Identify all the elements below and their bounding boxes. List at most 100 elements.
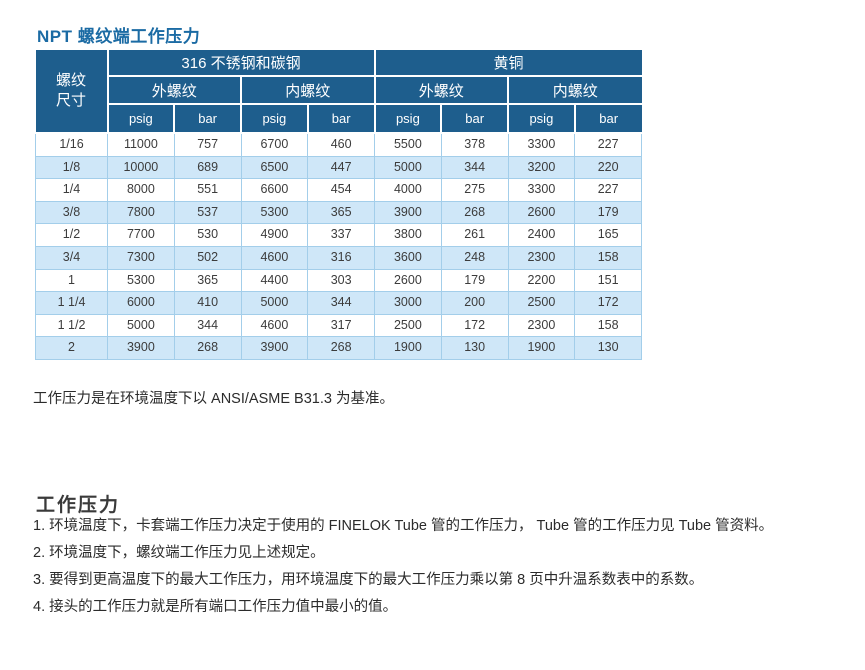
thread-size-cell: 1/2 [35, 223, 108, 247]
thread-size-cell: 2 [35, 336, 108, 360]
pressure-value-cell: 365 [173, 268, 242, 293]
pressure-value-cell: 4600 [240, 245, 309, 270]
thread-size-header: 螺纹 尺寸 [35, 50, 109, 134]
table-row: 1 5300 365 4400 303 2600 179 2200 151 [35, 268, 643, 293]
pressure-value-cell: 8000 [107, 178, 175, 202]
pressure-value-cell: 1900 [374, 336, 442, 360]
table-row: 1 1/2 5000 344 4600 317 2500 172 2300 158 [35, 313, 643, 338]
thread-size-header-line2: 尺寸 [55, 92, 86, 109]
unit-header: bar [173, 103, 242, 134]
pressure-value-cell: 5000 [107, 313, 175, 338]
pressure-value-cell: 10000 [107, 155, 175, 180]
table-row: 1/4 8000 551 6600 454 4000 275 3300 227 [35, 178, 643, 202]
working-pressure-heading: 工作压力 [36, 494, 121, 516]
pressure-value-cell: 689 [173, 155, 242, 180]
working-pressure-notes: 1. 环境温度下，卡套端工作压力决定于使用的 FINELOK Tube 管的工作… [33, 513, 773, 621]
table-row: 1/16 11000 757 6700 460 5500 378 3300 227 [35, 132, 643, 157]
pressure-value-cell: 378 [440, 132, 509, 157]
pressure-value-cell: 2500 [507, 291, 576, 315]
pressure-value-cell: 502 [173, 245, 242, 270]
pressure-value-cell: 410 [173, 291, 242, 315]
table-row: 1 1/4 6000 410 5000 344 3000 200 2500 172 [35, 291, 643, 315]
pressure-value-cell: 5300 [107, 268, 175, 293]
pressure-value-cell: 4900 [240, 223, 309, 247]
pressure-value-cell: 179 [440, 268, 509, 293]
pressure-value-cell: 261 [440, 223, 509, 247]
note-item-1: 1. 环境温度下，卡套端工作压力决定于使用的 FINELOK Tube 管的工作… [33, 518, 774, 534]
pressure-value-cell: 158 [574, 313, 643, 338]
pressure-value-cell: 447 [307, 155, 376, 180]
pressure-value-cell: 344 [440, 155, 509, 180]
pressure-value-cell: 248 [440, 245, 509, 270]
pressure-value-cell: 7700 [107, 223, 175, 247]
pressure-value-cell: 1900 [507, 336, 576, 360]
pressure-value-cell: 6500 [240, 155, 309, 180]
pressure-value-cell: 365 [307, 200, 376, 225]
thread-size-cell: 3/8 [35, 200, 108, 225]
pressure-value-cell: 2400 [507, 223, 576, 247]
pressure-value-cell: 3900 [107, 336, 175, 360]
pressure-value-cell: 5300 [240, 200, 309, 225]
pressure-value-cell: 3200 [507, 155, 576, 180]
pressure-value-cell: 179 [574, 200, 643, 225]
thread-type-header: 外螺纹 [107, 75, 242, 105]
pressure-value-cell: 200 [440, 291, 509, 315]
table-row: 1/8 10000 689 6500 447 5000 344 3200 220 [35, 155, 643, 180]
pressure-value-cell: 227 [574, 178, 643, 202]
pressure-value-cell: 757 [173, 132, 242, 157]
pressure-value-cell: 551 [173, 178, 242, 202]
pressure-value-cell: 151 [574, 268, 643, 293]
pressure-value-cell: 165 [574, 223, 643, 247]
pressure-value-cell: 172 [574, 291, 643, 315]
pressure-value-cell: 2600 [507, 200, 576, 225]
pressure-value-cell: 5500 [374, 132, 442, 157]
pressure-value-cell: 268 [307, 336, 376, 360]
pressure-value-cell: 6000 [107, 291, 175, 315]
pressure-value-cell: 268 [440, 200, 509, 225]
pressure-value-cell: 4600 [240, 313, 309, 338]
table-row: 3/4 7300 502 4600 316 3600 248 2300 158 [35, 245, 643, 270]
thread-size-cell: 1/4 [35, 178, 108, 202]
pressure-value-cell: 4000 [374, 178, 442, 202]
page-title: NPT 螺纹端工作压力 [37, 27, 201, 47]
unit-header: bar [440, 103, 510, 134]
thread-size-cell: 1/16 [35, 132, 108, 157]
thread-size-cell: 1 1/4 [35, 291, 108, 315]
pressure-value-cell: 4400 [240, 268, 309, 293]
unit-header: psig [240, 103, 309, 134]
pressure-value-cell: 344 [307, 291, 376, 315]
pressure-value-cell: 6700 [240, 132, 309, 157]
npt-pressure-table: 螺纹 尺寸 316 不锈钢和碳钢 黄铜 外螺纹 内螺纹 外螺纹 内螺纹 psig… [35, 50, 643, 360]
note-item-3: 3. 要得到更高温度下的最大工作压力，用环境温度下的最大工作压力乘以第 8 页中… [33, 572, 704, 588]
thread-size-cell: 3/4 [35, 245, 108, 270]
unit-header: psig [107, 103, 176, 134]
pressure-value-cell: 303 [307, 268, 376, 293]
pressure-value-cell: 3800 [374, 223, 442, 247]
pressure-value-cell: 3900 [240, 336, 309, 360]
unit-header: psig [373, 103, 443, 134]
pressure-value-cell: 337 [307, 223, 376, 247]
pressure-value-cell: 3300 [507, 178, 576, 202]
thread-size-cell: 1 [35, 268, 108, 293]
pressure-value-cell: 275 [440, 178, 509, 202]
note-item-2: 2. 环境温度下，螺纹端工作压力见上述规定。 [33, 545, 325, 561]
pressure-value-cell: 3600 [374, 245, 442, 270]
note-item-4: 4. 接头的工作压力就是所有端口工作压力值中最小的值。 [33, 599, 398, 615]
material-group-steel: 316 不锈钢和碳钢 [106, 50, 376, 77]
thread-size-cell: 1 1/2 [35, 313, 108, 338]
pressure-value-cell: 537 [173, 200, 242, 225]
pressure-value-cell: 6600 [240, 178, 309, 202]
pressure-value-cell: 11000 [107, 132, 175, 157]
pressure-value-cell: 317 [307, 313, 376, 338]
unit-header: psig [507, 103, 576, 134]
pressure-value-cell: 130 [574, 336, 643, 360]
pressure-value-cell: 5000 [240, 291, 309, 315]
pressure-value-cell: 2500 [374, 313, 442, 338]
pressure-value-cell: 158 [574, 245, 643, 270]
thread-type-header: 内螺纹 [507, 75, 642, 105]
pressure-value-cell: 454 [307, 178, 376, 202]
pressure-value-cell: 7300 [107, 245, 175, 270]
table-note: 工作压力是在环境温度下以 ANSI/ASME B31.3 为基准。 [33, 390, 394, 407]
unit-header: bar [573, 103, 642, 134]
pressure-value-cell: 316 [307, 245, 376, 270]
